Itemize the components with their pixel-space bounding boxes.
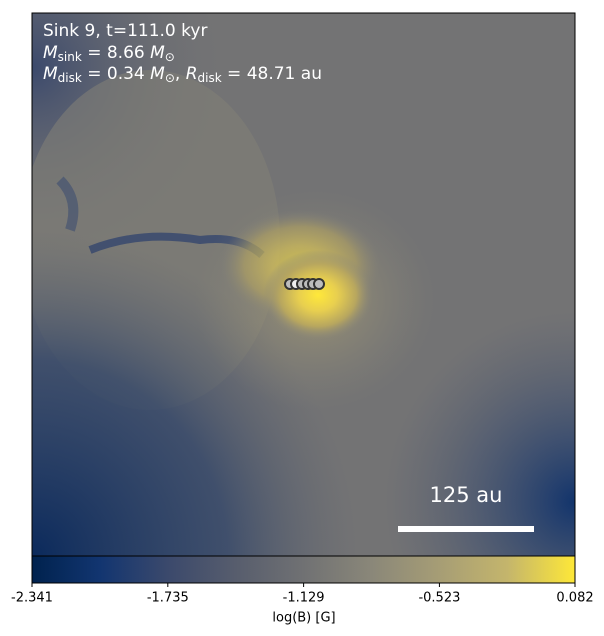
sink-particles <box>284 278 325 290</box>
annotation-part: disk <box>58 71 82 85</box>
colorbar-tick-label: -0.523 <box>418 591 460 606</box>
annotation-part: sink <box>58 50 82 64</box>
scale-bar <box>398 526 534 532</box>
field-map <box>32 13 575 556</box>
colorbar-tick-label: -2.341 <box>11 591 53 606</box>
annotation: Msink = 8.66 M⊙ <box>43 43 175 64</box>
colorbar-tick-label: 0.082 <box>556 591 593 606</box>
annotation-part: = 48.71 au <box>222 64 322 84</box>
annotation: Mdisk = 0.34 M⊙, Rdisk = 48.71 au <box>43 64 322 85</box>
annotation-part: ⊙ <box>165 50 175 64</box>
colorbar-tick-label: -1.735 <box>147 591 189 606</box>
annotation-part: M <box>43 43 58 63</box>
annotation-part: = 8.66 <box>82 43 150 63</box>
scale-bar-label: 125 au <box>430 483 503 507</box>
annotation-part: M <box>43 64 58 84</box>
colorbar-label: log(B) [G] <box>272 611 335 626</box>
annotation-part: disk <box>198 71 222 85</box>
annotation-part: Sink 9, t=111.0 kyr <box>43 21 207 41</box>
annotation-part: ⊙ <box>165 71 175 85</box>
annotation-part: = 0.34 <box>82 64 150 84</box>
annotation: Sink 9, t=111.0 kyr <box>43 21 207 41</box>
colorbar-tick-label: -1.129 <box>283 591 325 606</box>
colorbar <box>31 555 576 584</box>
annotation-part: , <box>175 64 186 84</box>
annotation-part: R <box>186 64 198 84</box>
annotation-part: M <box>150 43 165 63</box>
annotation-part: M <box>150 64 165 84</box>
